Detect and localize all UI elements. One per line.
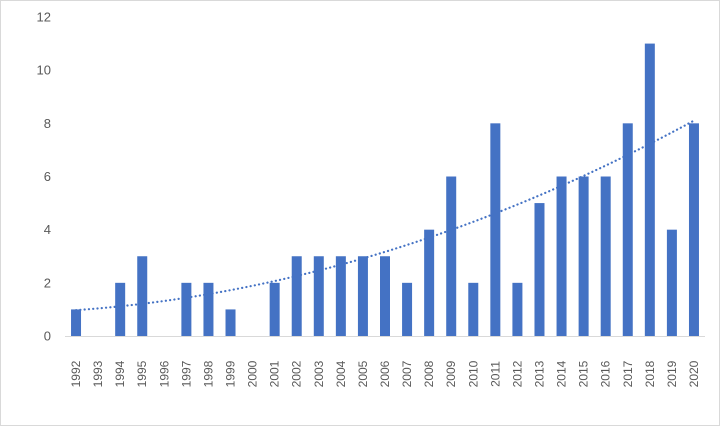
x-tick-label: 2013 — [532, 360, 546, 387]
x-tick-label: 1998 — [201, 360, 215, 387]
bar-2009 — [446, 176, 457, 336]
x-tick-label: 1993 — [91, 360, 105, 387]
x-tick-label: 2014 — [555, 360, 569, 387]
bar-2007 — [402, 282, 413, 336]
y-tick-label: 0 — [44, 329, 51, 344]
bar-1997 — [181, 282, 192, 336]
y-tick-label: 6 — [44, 169, 51, 184]
bar-2005 — [357, 256, 368, 336]
x-tick-label: 2017 — [621, 360, 635, 387]
bar-1994 — [115, 282, 126, 336]
y-tick-label: 4 — [44, 222, 51, 237]
bar-2012 — [512, 282, 523, 336]
bar-2004 — [335, 256, 346, 336]
x-tick-label: 2007 — [400, 360, 414, 387]
x-tick-label: 2011 — [488, 361, 502, 387]
x-tick-label: 2004 — [334, 360, 348, 387]
y-tick-label: 2 — [44, 275, 51, 290]
x-tick-label: 1994 — [113, 360, 127, 387]
bar-2002 — [291, 256, 302, 336]
x-tick-label: 2015 — [577, 360, 591, 387]
x-tick-label: 2006 — [378, 360, 392, 387]
y-tick-label: 10 — [37, 63, 51, 78]
x-tick-label: 2002 — [290, 360, 304, 387]
y-tick-label: 12 — [37, 10, 51, 25]
x-tick-label: 2010 — [466, 360, 480, 387]
bar-2011 — [490, 123, 501, 336]
x-tick-label: 2005 — [356, 360, 370, 387]
x-tick-label: 1996 — [157, 360, 171, 387]
bar-1998 — [203, 282, 214, 336]
bar-2015 — [578, 176, 589, 336]
x-tick-label: 1997 — [179, 360, 193, 387]
x-tick-label: 2008 — [422, 360, 436, 387]
x-tick-label: 2009 — [444, 360, 458, 387]
trendline — [74, 119, 696, 312]
x-tick-label: 2018 — [643, 360, 657, 387]
x-tick-label: 1995 — [135, 360, 149, 387]
bar-2018 — [644, 43, 655, 336]
x-tick-label: 2016 — [599, 360, 613, 387]
x-tick-label: 2001 — [268, 360, 282, 387]
bar-2016 — [600, 176, 611, 336]
x-tick-label: 1992 — [69, 360, 83, 387]
bar-2017 — [622, 123, 633, 336]
bar-1992 — [71, 309, 82, 336]
bar-2020 — [688, 123, 699, 336]
bar-1995 — [137, 256, 148, 336]
bar-2014 — [556, 176, 567, 336]
x-tick-label: 2020 — [687, 360, 701, 387]
x-tick-label: 1999 — [224, 360, 238, 387]
bar-2019 — [666, 229, 677, 336]
y-tick-label: 8 — [44, 116, 51, 131]
bar-1999 — [225, 309, 236, 336]
x-tick-label: 2000 — [246, 360, 260, 387]
bar-2013 — [534, 203, 545, 336]
x-tick-label: 2003 — [312, 360, 326, 387]
bar-2008 — [424, 229, 435, 336]
bar-2010 — [468, 282, 479, 336]
x-tick-label: 2012 — [510, 360, 524, 387]
bar-2001 — [269, 282, 280, 336]
x-tick-label: 2019 — [665, 360, 679, 387]
bar-2006 — [380, 256, 390, 336]
bar-2003 — [313, 256, 324, 336]
